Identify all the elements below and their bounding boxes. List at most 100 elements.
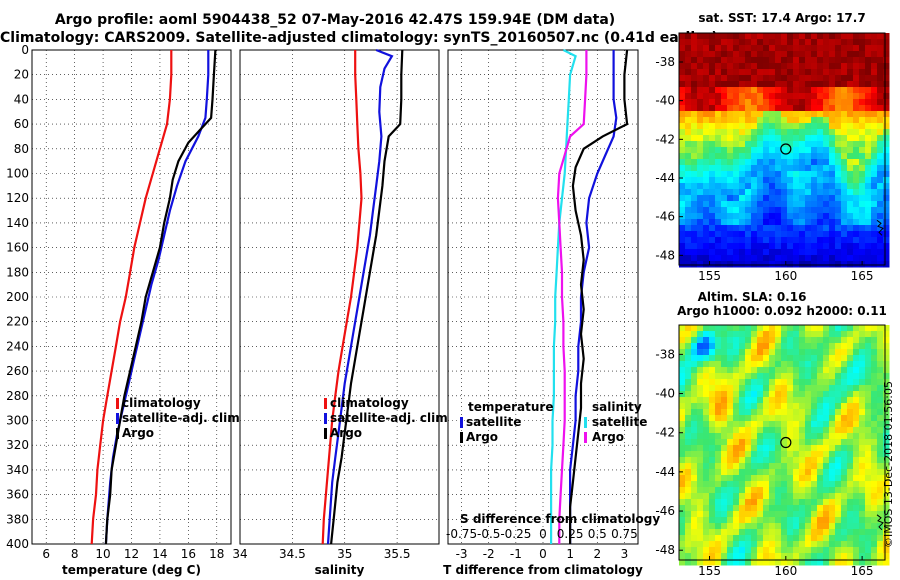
map-cell bbox=[859, 463, 866, 470]
map-cell bbox=[757, 105, 764, 112]
map-cell bbox=[757, 51, 764, 58]
map-cell bbox=[721, 397, 728, 404]
map-cell bbox=[883, 451, 890, 458]
map-cell bbox=[775, 39, 782, 46]
map-cell bbox=[805, 57, 812, 64]
map-cell bbox=[739, 451, 746, 458]
map-cell bbox=[739, 523, 746, 530]
map-cell bbox=[745, 237, 752, 244]
map-cell bbox=[847, 141, 854, 148]
map-cell bbox=[769, 391, 776, 398]
map-cell bbox=[775, 195, 782, 202]
map-cell bbox=[757, 355, 764, 362]
map-cell bbox=[679, 325, 686, 332]
map-cell bbox=[727, 57, 734, 64]
map-cell bbox=[685, 189, 692, 196]
map-cell bbox=[829, 421, 836, 428]
map-cell bbox=[865, 337, 872, 344]
map-cell bbox=[775, 367, 782, 374]
map-cell bbox=[853, 439, 860, 446]
map-cell bbox=[823, 367, 830, 374]
map-cell bbox=[727, 183, 734, 190]
argo-position-marker bbox=[780, 143, 792, 155]
map-cell bbox=[763, 343, 770, 350]
map-cell bbox=[691, 243, 698, 250]
map-cell bbox=[877, 379, 884, 386]
map-cell bbox=[721, 201, 728, 208]
map-cell bbox=[691, 427, 698, 434]
map-cell bbox=[841, 325, 848, 332]
map-cell bbox=[787, 111, 794, 118]
coastline bbox=[876, 514, 884, 531]
map-cell bbox=[883, 63, 890, 70]
map-cell bbox=[685, 553, 692, 560]
map-cell bbox=[823, 141, 830, 148]
map-cell bbox=[883, 361, 890, 368]
map-cell bbox=[727, 325, 734, 332]
map-cell bbox=[775, 457, 782, 464]
map-cell bbox=[859, 237, 866, 244]
map-cell bbox=[829, 391, 836, 398]
map-cell bbox=[781, 231, 788, 238]
map-cell bbox=[745, 331, 752, 338]
map-cell bbox=[715, 237, 722, 244]
map-cell bbox=[793, 397, 800, 404]
map-cell bbox=[817, 159, 824, 166]
map-cell bbox=[835, 391, 842, 398]
map-cell bbox=[727, 207, 734, 214]
map-cell bbox=[757, 201, 764, 208]
map-y-tick-label: -46 bbox=[655, 504, 675, 518]
map-cell bbox=[721, 51, 728, 58]
map-cell bbox=[865, 379, 872, 386]
map-cell bbox=[877, 445, 884, 452]
map-cell bbox=[763, 499, 770, 506]
map-cell bbox=[841, 457, 848, 464]
map-cell bbox=[871, 439, 878, 446]
map-cell bbox=[781, 237, 788, 244]
map-cell bbox=[721, 385, 728, 392]
map-cell bbox=[823, 219, 830, 226]
map-cell bbox=[811, 165, 818, 172]
map-cell bbox=[727, 409, 734, 416]
map-cell bbox=[853, 33, 860, 40]
map-cell bbox=[739, 553, 746, 560]
map-cell bbox=[775, 105, 782, 112]
map-cell bbox=[871, 51, 878, 58]
map-cell bbox=[835, 337, 842, 344]
map-cell bbox=[703, 331, 710, 338]
map-cell bbox=[679, 343, 686, 350]
map-cell bbox=[865, 129, 872, 136]
map-cell bbox=[685, 391, 692, 398]
map-cell bbox=[871, 445, 878, 452]
map-cell bbox=[847, 337, 854, 344]
map-cell bbox=[883, 487, 890, 494]
map-cell bbox=[763, 237, 770, 244]
map-cell bbox=[763, 51, 770, 58]
map-cell bbox=[775, 523, 782, 530]
map-cell bbox=[871, 135, 878, 142]
map-cell bbox=[829, 93, 836, 100]
map-cell bbox=[883, 81, 890, 88]
map-cell bbox=[853, 415, 860, 422]
map-cell bbox=[883, 195, 890, 202]
map-cell bbox=[787, 225, 794, 232]
map-cell bbox=[853, 159, 860, 166]
map-cell bbox=[787, 33, 794, 40]
map-cell bbox=[853, 87, 860, 94]
map-cell bbox=[817, 189, 824, 196]
map-cell bbox=[823, 541, 830, 548]
map-cell bbox=[829, 343, 836, 350]
map-cell bbox=[727, 147, 734, 154]
y-tick-label: 360 bbox=[6, 488, 29, 502]
map-cell bbox=[769, 433, 776, 440]
map-cell bbox=[751, 469, 758, 476]
map-cell bbox=[799, 553, 806, 560]
map-cell bbox=[733, 499, 740, 506]
map-cell bbox=[685, 433, 692, 440]
map-cell bbox=[739, 499, 746, 506]
map-cell bbox=[775, 87, 782, 94]
map-cell bbox=[769, 189, 776, 196]
map-cell bbox=[823, 397, 830, 404]
map-cell bbox=[841, 529, 848, 536]
map-cell bbox=[877, 45, 884, 52]
